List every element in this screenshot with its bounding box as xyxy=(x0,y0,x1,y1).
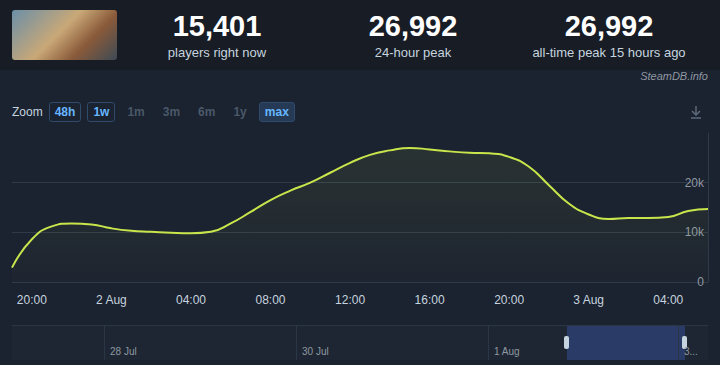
html-text:15,401: 15,401 xyxy=(172,10,262,42)
html-text:26,992: 26,992 xyxy=(564,10,654,42)
html-text:1 Aug: 1 Aug xyxy=(494,346,520,357)
svg-text:16:00: 16:00 xyxy=(415,293,445,307)
html-text:28 Jul: 28 Jul xyxy=(110,346,137,357)
html-text:SteamDB.info: SteamDB.info xyxy=(640,70,708,82)
svg-text:20:00: 20:00 xyxy=(494,293,524,307)
html-text:30 Jul: 30 Jul xyxy=(302,346,329,357)
svg-text:04:00: 04:00 xyxy=(653,293,683,307)
svg-text:2 Aug: 2 Aug xyxy=(96,293,127,307)
svg-text:20:00: 20:00 xyxy=(17,293,47,307)
svg-text:20k: 20k xyxy=(685,176,705,190)
html-text:max: max xyxy=(264,105,289,119)
html-text:1w: 1w xyxy=(93,105,110,119)
html-text:players right now: players right now xyxy=(167,45,267,60)
html-text:1m: 1m xyxy=(127,105,145,119)
html-text:3...: 3... xyxy=(684,346,698,357)
html-text:26,992: 26,992 xyxy=(368,10,458,42)
svg-text:12:00: 12:00 xyxy=(335,293,365,307)
html-text:Zoom: Zoom xyxy=(12,105,43,119)
svg-text:04:00: 04:00 xyxy=(176,293,206,307)
html-text:24-hour peak: 24-hour peak xyxy=(374,45,452,60)
svg-text:08:00: 08:00 xyxy=(255,293,285,307)
html-text:6m: 6m xyxy=(198,105,216,119)
html-text:48h: 48h xyxy=(54,105,76,119)
svg-text:3 Aug: 3 Aug xyxy=(573,293,604,307)
html-text:1y: 1y xyxy=(233,105,247,119)
html-text:3m: 3m xyxy=(162,105,181,119)
html-text:all-time peak 15 hours ago: all-time peak 15 hours ago xyxy=(532,45,686,60)
